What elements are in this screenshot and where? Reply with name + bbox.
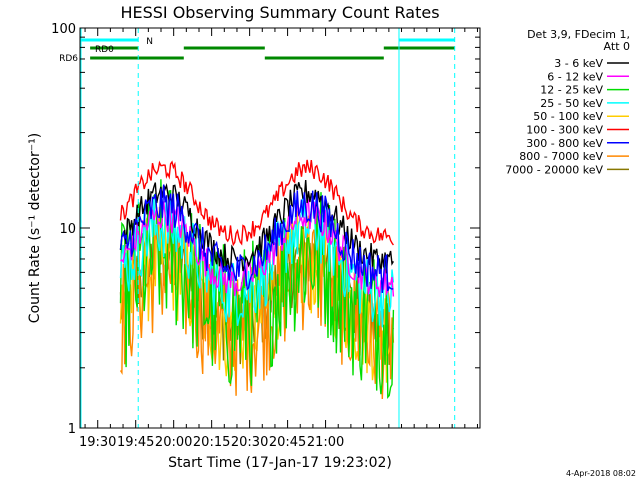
legend-entry-label: 12 - 25 keV: [540, 84, 603, 97]
chart-title: HESSI Observing Summary Count Rates: [120, 3, 439, 22]
legend-entry-label: 3 - 6 keV: [554, 57, 603, 70]
state-bars: N RD0 RD6: [59, 37, 455, 64]
state-bar-label: RD0: [95, 45, 114, 55]
axes: 19:30 19:45 20:00 20:15 20:30 20:45 21:00 1 10 10…: [51, 22, 480, 450]
legend-entry-label: 800 - 7000 keV: [519, 150, 603, 163]
legend-title: Att 0: [604, 40, 630, 53]
footer-date: 4-Apr-2018 08:02: [566, 469, 636, 478]
y-tick-label: 100: [51, 22, 76, 37]
state-bar-label: N: [146, 37, 153, 47]
legend-entry-label: 25 - 50 keV: [540, 97, 603, 110]
y-tick-label: 1: [68, 422, 76, 437]
x-tick-label: 20:45: [269, 435, 306, 450]
legend-entry-label: 6 - 12 keV: [547, 70, 603, 83]
data-layer: [119, 159, 395, 400]
series-line: [119, 193, 395, 328]
x-tick-label: 20:15: [193, 435, 230, 450]
x-tick-label: 20:00: [155, 435, 192, 450]
legend-title: Det 3,9, FDecim 1,: [527, 28, 630, 41]
legend-entry-label: 50 - 100 keV: [533, 110, 603, 123]
series-line: [119, 184, 394, 294]
legend-entry-label: 100 - 300 keV: [526, 124, 603, 137]
state-bar-label: RD6: [59, 54, 78, 64]
series-line: [119, 180, 394, 274]
x-tick-label: 21:00: [307, 435, 344, 450]
y-axis-label: Count Rate (s⁻¹ detector⁻¹): [27, 133, 43, 323]
legend-entry-label: 300 - 800 keV: [526, 137, 603, 150]
x-tick-label: 20:30: [231, 435, 268, 450]
x-tick-label: 19:30: [79, 435, 116, 450]
x-axis-label: Start Time (17-Jan-17 19:23:02): [168, 455, 392, 471]
series-line: [119, 159, 394, 247]
legend-entry-label: 7000 - 20000 keV: [505, 163, 603, 176]
x-tick-label: 19:45: [117, 435, 154, 450]
y-tick-label: 10: [59, 222, 76, 237]
